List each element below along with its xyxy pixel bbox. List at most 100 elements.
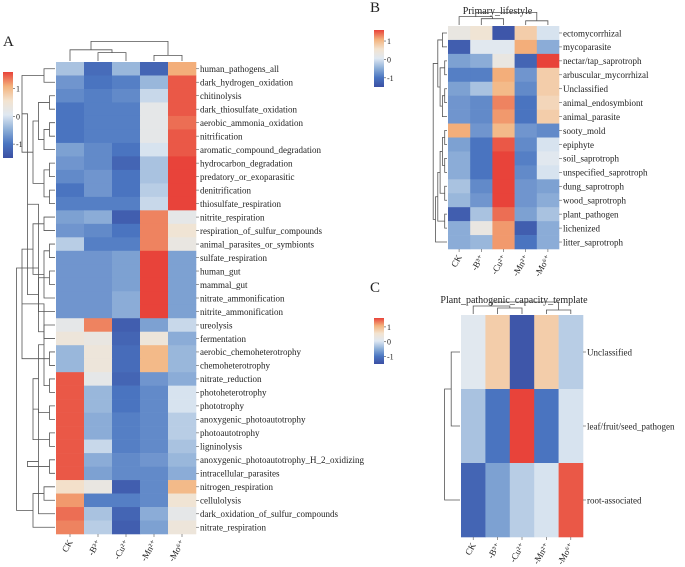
heatmap-cell xyxy=(56,156,85,171)
heatmap-cell xyxy=(140,412,169,427)
heatmap-cell xyxy=(84,264,113,279)
heatmap-cell xyxy=(140,223,169,238)
heatmap-cell xyxy=(56,345,85,359)
heatmap-cell xyxy=(448,221,471,236)
heatmap-cell xyxy=(514,179,538,194)
heatmap-cell xyxy=(140,345,169,359)
row-label: photoautotrophy xyxy=(200,428,260,438)
heatmap-cell xyxy=(112,75,141,90)
heatmap-cell xyxy=(112,466,141,481)
heatmap-cell xyxy=(84,466,113,481)
row-dendrogram-link xyxy=(49,432,55,447)
row-label: human_gut xyxy=(200,266,241,276)
heatmap-cell xyxy=(84,237,113,252)
heatmap-cell xyxy=(168,399,197,413)
heatmap-cell xyxy=(492,151,515,166)
heatmap-cell xyxy=(492,165,515,180)
row-label: animal_parasites_or_symbionts xyxy=(200,239,314,249)
heatmap-cell xyxy=(514,235,538,250)
column-label: -Mo⁶⁺ xyxy=(532,253,552,278)
heatmap-cell xyxy=(448,67,471,83)
heatmap-cell xyxy=(56,520,85,535)
heatmap-cell xyxy=(84,291,113,306)
heatmap-cell xyxy=(492,179,515,194)
row-label: arbuscular_mycorrhizal xyxy=(563,70,649,80)
row-dendrogram-link xyxy=(450,351,460,427)
row-dendrogram-link xyxy=(49,459,55,474)
heatmap-cell xyxy=(168,264,197,279)
row-label: nitrate_ammonification xyxy=(200,293,285,303)
row-dendrogram-link xyxy=(444,158,447,173)
heatmap-cell xyxy=(56,291,85,306)
heatmap-cell xyxy=(112,250,141,265)
heatmap-cell xyxy=(168,507,197,521)
heatmap-cell xyxy=(448,137,471,152)
heatmap-cell xyxy=(56,358,85,373)
heatmap-cell xyxy=(168,75,197,90)
row-label: mammal_gut xyxy=(200,280,248,290)
row-label: dung_saprotroph xyxy=(563,182,624,192)
heatmap-cell xyxy=(509,315,535,390)
heatmap-cell xyxy=(84,304,113,319)
column-dendrogram-link xyxy=(69,49,113,61)
panel-letter: B xyxy=(370,0,380,16)
heatmap-cell xyxy=(448,151,471,166)
heatmap-cell xyxy=(536,123,560,138)
heatmap-cell xyxy=(56,142,85,157)
heatmap-cell xyxy=(56,507,85,521)
heatmap-cell xyxy=(509,389,535,464)
heatmap-cell xyxy=(168,210,197,225)
row-label: litter_saprotroph xyxy=(563,237,623,247)
heatmap-cell xyxy=(84,331,113,346)
heatmap-cell xyxy=(485,315,511,390)
column-dendrogram-link xyxy=(491,301,559,310)
row-label: Unclassified xyxy=(587,347,632,357)
row-label: aerobic_chemoheterotrophy xyxy=(200,347,301,357)
heatmap-cell xyxy=(84,156,113,171)
heatmap-cell xyxy=(112,480,141,494)
row-label: phototrophy xyxy=(200,401,244,411)
heatmap-cell xyxy=(536,137,560,152)
heatmap-cell xyxy=(534,315,559,390)
heatmap-cell xyxy=(448,26,471,41)
row-dendrogram-link xyxy=(444,185,447,201)
heatmap-cell xyxy=(448,165,471,180)
panel-letter: A xyxy=(3,34,14,50)
legend-tick-label: 0 xyxy=(387,338,391,347)
heatmap-cell xyxy=(112,331,141,346)
heatmap-cell xyxy=(536,26,560,41)
heatmap-cell xyxy=(536,235,560,250)
row-label: fermentation xyxy=(200,334,246,344)
heatmap-cell xyxy=(509,463,535,538)
row-label: animal_endosymbiont xyxy=(563,98,643,108)
row-label: chitinolysis xyxy=(200,91,242,101)
heatmap-cell xyxy=(84,62,113,76)
heatmap-cell xyxy=(140,115,169,130)
heatmap-cell xyxy=(56,129,85,144)
row-label: nitrification xyxy=(200,131,243,141)
heatmap-cell xyxy=(140,196,169,211)
heatmap-cell xyxy=(558,389,584,464)
heatmap-cell xyxy=(168,250,197,265)
heatmap-cell xyxy=(536,179,560,194)
heatmap-cell xyxy=(140,480,169,494)
row-label: plant_pathogen xyxy=(563,209,619,219)
heatmap-cell xyxy=(534,463,559,538)
heatmap-cell xyxy=(168,102,197,117)
row-label: hydrocarbon_degradation xyxy=(200,158,293,168)
legend-tick-label: 0 xyxy=(387,55,391,64)
heatmap-cell xyxy=(56,277,85,292)
legend-tick-label: 1 xyxy=(16,85,20,94)
column-label: -Cu²⁺ xyxy=(112,538,131,561)
row-label: root-associated xyxy=(587,495,642,505)
heatmap-cell xyxy=(140,264,169,279)
heatmap-cell xyxy=(140,102,169,117)
heatmap-cell xyxy=(168,453,197,467)
panel-title: Plant_pathogenic_capacity_template xyxy=(440,295,588,306)
heatmap-cell xyxy=(112,318,141,333)
heatmap-cell xyxy=(140,250,169,265)
heatmap-cell xyxy=(514,193,538,208)
heatmap-cell xyxy=(84,412,113,427)
